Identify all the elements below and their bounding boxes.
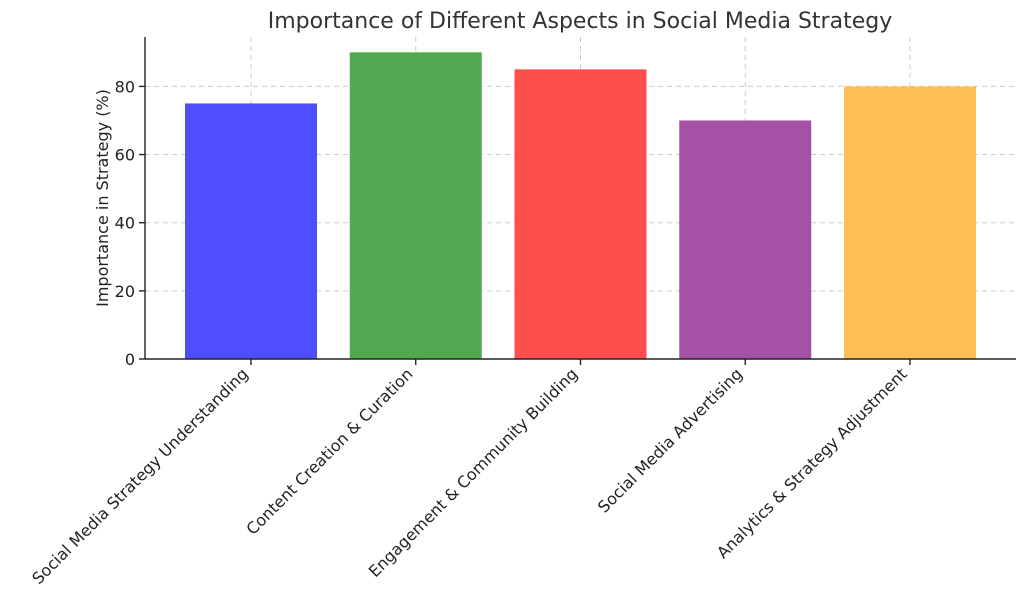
y-ticks: 0 20 40 60 80 bbox=[115, 77, 145, 369]
x-tick-label: Social Media Advertising bbox=[594, 364, 746, 516]
x-tick-label: Social Media Strategy Understanding bbox=[28, 364, 252, 588]
bars bbox=[185, 52, 976, 360]
bar-4 bbox=[679, 120, 812, 360]
y-axis-label: Importance in Strategy (%) bbox=[93, 89, 112, 307]
y-tick-label: 0 bbox=[125, 350, 135, 369]
x-ticks: Social Media Strategy UnderstandingConte… bbox=[28, 359, 911, 588]
y-tick-label: 20 bbox=[115, 282, 135, 301]
chart-title: Importance of Different Aspects in Socia… bbox=[268, 9, 892, 34]
y-tick-label: 40 bbox=[115, 214, 135, 233]
bar-1 bbox=[185, 103, 317, 359]
x-tick-label: Content Creation & Curation bbox=[242, 364, 416, 538]
bar-3 bbox=[514, 69, 647, 360]
bar-2 bbox=[349, 52, 482, 359]
y-tick-label: 60 bbox=[115, 146, 135, 165]
x-tick-label: Analytics & Strategy Adjustment bbox=[713, 364, 911, 562]
y-tick-label: 80 bbox=[115, 77, 135, 96]
bar-5 bbox=[844, 86, 976, 359]
